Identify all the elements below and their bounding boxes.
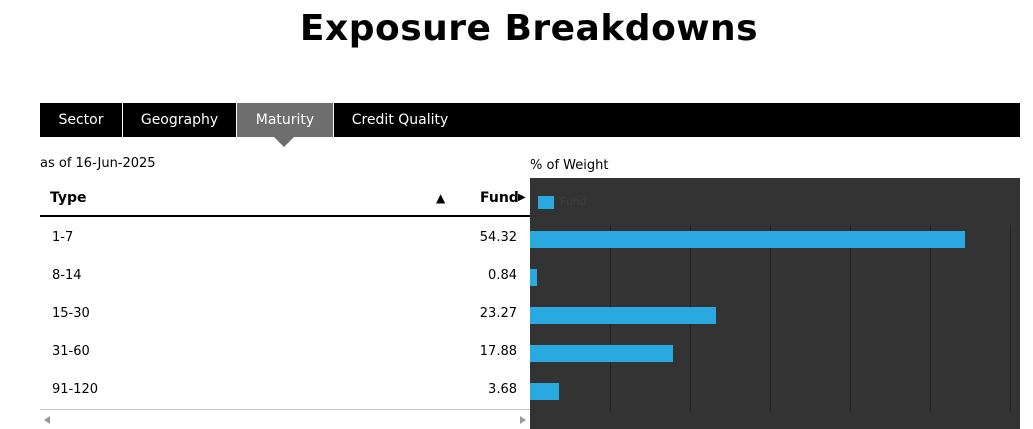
row-fund-value: 17.88 bbox=[479, 344, 517, 359]
tab-credit-quality[interactable]: Credit Quality bbox=[351, 112, 449, 128]
chart-gridline bbox=[930, 225, 931, 411]
chart-bar-8-14[interactable] bbox=[530, 269, 537, 286]
tab-sector[interactable]: Sector bbox=[40, 103, 123, 137]
row-type: 91-120 bbox=[52, 382, 99, 397]
row-type: 15-30 bbox=[52, 306, 90, 321]
weight-axis-label: % of Weight bbox=[530, 158, 609, 173]
table-row: 1-7 54.32 bbox=[40, 220, 530, 258]
column-header-type[interactable]: Type bbox=[50, 190, 87, 206]
chart-bar-15-30[interactable] bbox=[530, 307, 717, 324]
row-type: 1-7 bbox=[52, 230, 74, 245]
chart-gridline bbox=[770, 225, 771, 411]
page-title: Exposure Breakdowns bbox=[299, 8, 759, 49]
tab-geography[interactable]: Geography bbox=[123, 103, 237, 137]
tab-maturity[interactable]: Maturity bbox=[237, 103, 334, 137]
chart-gridline bbox=[1010, 225, 1011, 411]
column-header-fund[interactable]: Fund bbox=[480, 190, 519, 206]
row-fund-value: 0.84 bbox=[488, 268, 517, 283]
legend-label: Fund bbox=[560, 195, 587, 208]
chart-gridline bbox=[850, 225, 851, 411]
table-row: 8-14 0.84 bbox=[40, 258, 530, 296]
row-fund-value: 3.68 bbox=[488, 382, 517, 397]
chart-bar-31-60[interactable] bbox=[530, 345, 674, 362]
row-type: 8-14 bbox=[52, 268, 82, 283]
legend-swatch bbox=[538, 196, 554, 209]
as-of-date: as of 16-Jun-2025 bbox=[40, 156, 156, 171]
active-tab-caret-icon bbox=[274, 137, 294, 147]
row-type: 31-60 bbox=[52, 344, 90, 359]
table-row: 15-30 23.27 bbox=[40, 296, 530, 334]
chart-bar-1-7[interactable] bbox=[530, 231, 965, 248]
column-play-icon[interactable]: ▶ bbox=[518, 192, 526, 203]
table-row: 91-120 3.68 bbox=[40, 372, 530, 410]
tab-bar: Sector Geography Maturity Credit Quality bbox=[40, 103, 1020, 137]
table-header: Type ▲ Fund ▶ bbox=[40, 180, 530, 217]
horizontal-scrollbar[interactable] bbox=[40, 409, 530, 429]
sort-ascending-icon[interactable]: ▲ bbox=[436, 191, 446, 205]
weight-bar-chart: Fund bbox=[530, 178, 1020, 429]
row-fund-value: 54.32 bbox=[479, 230, 517, 245]
row-fund-value: 23.27 bbox=[479, 306, 517, 321]
chart-bar-91-120[interactable] bbox=[530, 383, 560, 400]
scroll-left-arrow-icon[interactable] bbox=[44, 416, 50, 424]
table-row: 31-60 17.88 bbox=[40, 334, 530, 372]
scroll-right-arrow-icon[interactable] bbox=[520, 416, 526, 424]
